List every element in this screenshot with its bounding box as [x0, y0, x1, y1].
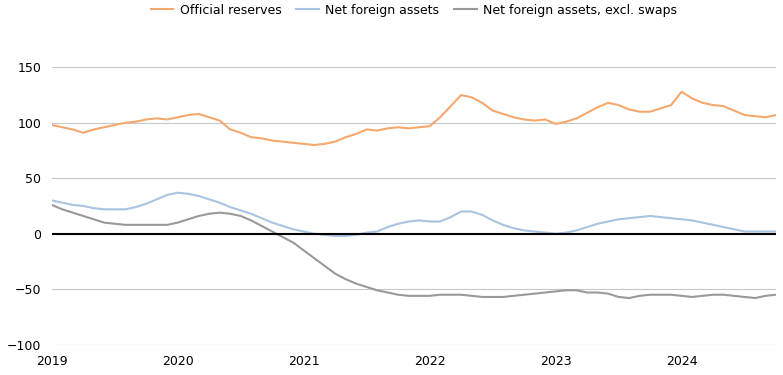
- Net foreign assets, excl. swaps: [750, 296, 760, 300]
- Line: Net foreign assets: Net foreign assets: [52, 187, 783, 236]
- Legend: Official reserves, Net foreign assets, Net foreign assets, excl. swaps: Official reserves, Net foreign assets, N…: [146, 0, 682, 22]
- Net foreign assets: [624, 216, 633, 220]
- Line: Official reserves: Official reserves: [52, 69, 783, 145]
- Net foreign assets, excl. swaps: [47, 202, 56, 207]
- Line: Net foreign assets, excl. swaps: Net foreign assets, excl. swaps: [52, 205, 783, 311]
- Net foreign assets, excl. swaps: [614, 295, 623, 299]
- Official reserves: [624, 107, 633, 112]
- Net foreign assets: [761, 229, 770, 234]
- Net foreign assets: [47, 198, 56, 203]
- Official reserves: [761, 115, 770, 120]
- Official reserves: [47, 123, 56, 127]
- Official reserves: [309, 143, 319, 147]
- Net foreign assets: [330, 234, 340, 238]
